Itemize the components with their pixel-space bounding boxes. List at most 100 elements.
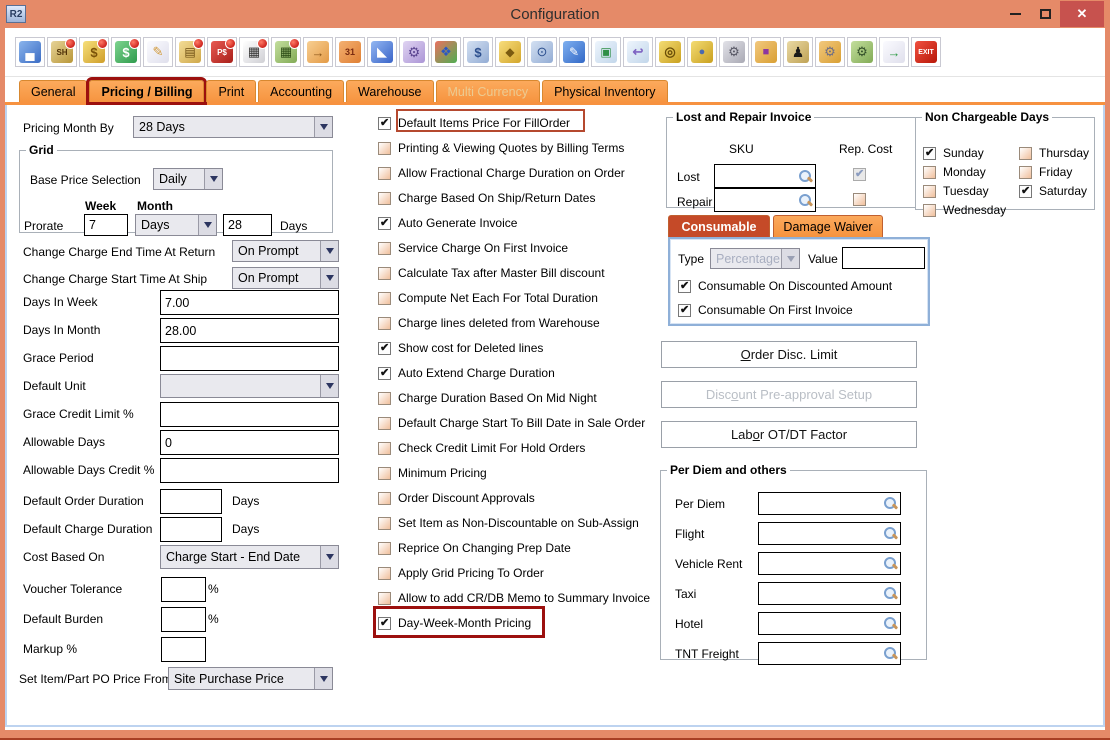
search-icon[interactable] <box>883 556 898 571</box>
checkbox-default-charge-start-bill-date[interactable]: Default Charge Start To Bill Date in Sal… <box>378 416 645 430</box>
checkbox-charge-duration-midnight[interactable]: Charge Duration Based On Mid Night <box>378 391 597 405</box>
checkbox-icon[interactable] <box>923 165 936 179</box>
checkbox-thursday[interactable]: Thursday <box>1019 146 1089 160</box>
search-icon[interactable] <box>883 496 898 511</box>
repair-rep-cost-checkbox[interactable] <box>853 193 866 206</box>
checkbox-icon[interactable] <box>1019 165 1032 179</box>
search-icon[interactable] <box>798 169 813 184</box>
prorate-week-input[interactable] <box>84 214 128 236</box>
checkbox-icon[interactable] <box>378 616 391 630</box>
checkbox-service-charge-first-invoice[interactable]: Service Charge On First Invoice <box>378 241 568 255</box>
checkbox-icon[interactable] <box>378 466 391 480</box>
checkbox-check-credit-limit-hold[interactable]: Check Credit Limit For Hold Orders <box>378 441 585 455</box>
tnt-freight-input[interactable] <box>759 646 883 661</box>
toolbar-button-folder-settings[interactable]: ⚙ <box>815 37 845 67</box>
toolbar-button-gold-tag[interactable]: ◆ <box>495 37 525 67</box>
toolbar-button-price-table[interactable]: ▦ <box>271 37 301 67</box>
voucher-tolerance-input[interactable] <box>161 577 206 602</box>
lost-sku-input[interactable] <box>715 169 798 183</box>
repair-sku-input[interactable] <box>715 193 798 207</box>
maximize-button[interactable] <box>1030 1 1060 27</box>
checkbox-icon[interactable] <box>378 516 391 530</box>
close-button[interactable]: ✕ <box>1060 1 1104 27</box>
checkbox-icon[interactable] <box>678 279 691 293</box>
checkbox-icon[interactable] <box>378 541 391 555</box>
checkbox-icon[interactable] <box>378 441 391 455</box>
checkbox-apply-grid-pricing[interactable]: Apply Grid Pricing To Order <box>378 566 544 580</box>
taxi-input[interactable] <box>759 586 883 601</box>
toolbar-button-cash-receipts[interactable]: $ <box>79 37 109 67</box>
toolbar-button-calculator-settings[interactable]: ⚙ <box>847 37 877 67</box>
prorate-month-input[interactable] <box>223 214 272 236</box>
checkbox-show-cost-deleted[interactable]: Show cost for Deleted lines <box>378 341 543 355</box>
checkbox-tuesday[interactable]: Tuesday <box>923 184 989 198</box>
checkbox-icon[interactable] <box>678 303 691 317</box>
vehicle-rent-lookup[interactable] <box>758 552 901 575</box>
search-icon[interactable] <box>883 646 898 661</box>
toolbar-button-save[interactable]: ▄ <box>15 37 45 67</box>
checkbox-non-discountable-sub-assign[interactable]: Set Item as Non-Discountable on Sub-Assi… <box>378 516 639 530</box>
search-icon[interactable] <box>883 586 898 601</box>
per-diem-input[interactable] <box>759 496 883 511</box>
toolbar-button-invoice[interactable]: $ <box>111 37 141 67</box>
default-charge-duration-input[interactable] <box>160 517 222 542</box>
set-item-po-price-select[interactable]: Site Purchase Price <box>168 667 333 690</box>
tab-warehouse[interactable]: Warehouse <box>346 80 434 102</box>
tab-accounting[interactable]: Accounting <box>258 80 345 102</box>
base-price-selection-select[interactable]: Daily <box>153 168 223 190</box>
flight-input[interactable] <box>759 526 883 541</box>
checkbox-icon[interactable] <box>378 166 391 180</box>
checkbox-calculate-tax-master-bill[interactable]: Calculate Tax after Master Bill discount <box>378 266 605 280</box>
checkbox-icon[interactable] <box>378 566 391 580</box>
toolbar-button-color-cubes[interactable]: ❖ <box>431 37 461 67</box>
checkbox-auto-generate-invoice[interactable]: Auto Generate Invoice <box>378 216 517 230</box>
toolbar-button-shield-user[interactable]: ● <box>687 37 717 67</box>
repair-sku-lookup[interactable] <box>714 188 816 212</box>
checkbox-icon[interactable] <box>378 116 391 130</box>
lost-sku-lookup[interactable] <box>714 164 816 188</box>
toolbar-button-order-window[interactable]: ▤ <box>175 37 205 67</box>
toolbar-button-shipping-order[interactable]: SH <box>47 37 77 67</box>
checkbox-icon[interactable] <box>1019 146 1032 160</box>
toolbar-button-revert-document[interactable]: ↩ <box>623 37 653 67</box>
per-diem-lookup[interactable] <box>758 492 901 515</box>
days-in-week-input[interactable] <box>160 290 339 315</box>
subtab-consumable[interactable]: Consumable <box>668 215 770 237</box>
checkbox-printing-viewing-quotes[interactable]: Printing & Viewing Quotes by Billing Ter… <box>378 141 624 155</box>
checkbox-minimum-pricing[interactable]: Minimum Pricing <box>378 466 487 480</box>
toolbar-button-award[interactable]: ♟ <box>783 37 813 67</box>
checkbox-icon[interactable] <box>378 491 391 505</box>
tab-print[interactable]: Print <box>206 80 257 102</box>
checkbox-icon[interactable] <box>923 203 936 217</box>
flight-lookup[interactable] <box>758 522 901 545</box>
checkbox-consumable-first-invoice[interactable]: Consumable On First Invoice <box>678 303 853 317</box>
consumable-value-input[interactable] <box>842 247 925 269</box>
tnt-freight-lookup[interactable] <box>758 642 901 665</box>
toolbar-button-settings-gears[interactable]: ⚙ <box>399 37 429 67</box>
checkbox-sunday[interactable]: Sunday <box>923 146 984 160</box>
toolbar-button-edit-order[interactable]: ✎ <box>143 37 173 67</box>
checkbox-icon[interactable] <box>923 184 936 198</box>
change-charge-start-time-select[interactable]: On Prompt <box>232 267 339 289</box>
toolbar-button-price-tag[interactable]: $ <box>463 37 493 67</box>
checkbox-icon[interactable] <box>378 391 391 405</box>
checkbox-crdb-memo-summary[interactable]: Allow to add CR/DB Memo to Summary Invoi… <box>378 591 650 605</box>
checkbox-reprice-prep-date[interactable]: Reprice On Changing Prep Date <box>378 541 571 555</box>
tab-physical-inventory[interactable]: Physical Inventory <box>542 80 668 102</box>
checkbox-icon[interactable] <box>378 191 391 205</box>
vehicle-rent-input[interactable] <box>759 556 883 571</box>
checkbox-icon[interactable] <box>378 291 391 305</box>
checkbox-order-discount-approvals[interactable]: Order Discount Approvals <box>378 491 535 505</box>
toolbar-button-login[interactable]: → <box>303 37 333 67</box>
toolbar-button-measure[interactable]: ◣ <box>367 37 397 67</box>
hotel-input[interactable] <box>759 616 883 631</box>
checkbox-icon[interactable] <box>378 241 391 255</box>
checkbox-day-week-month-pricing[interactable]: Day-Week-Month Pricing <box>378 616 531 630</box>
order-disc-limit-button[interactable]: Order Disc. Limit <box>661 341 917 368</box>
days-in-month-input[interactable] <box>160 318 339 343</box>
cost-based-on-select[interactable]: Charge Start - End Date <box>160 545 339 569</box>
toolbar-button-barcode-scanner[interactable]: ⚙ <box>719 37 749 67</box>
checkbox-charge-ship-return[interactable]: Charge Based On Ship/Return Dates <box>378 191 595 205</box>
allowable-days-input[interactable] <box>160 430 339 455</box>
search-icon[interactable] <box>883 616 898 631</box>
